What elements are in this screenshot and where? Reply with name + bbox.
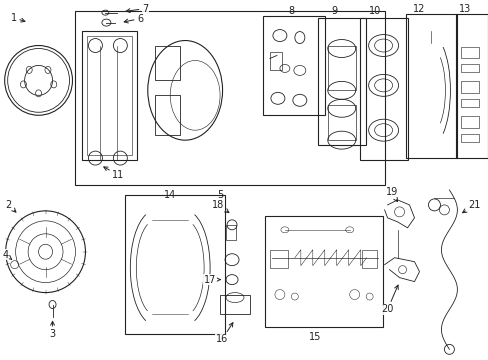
Bar — [405, 14, 456, 158]
Bar — [461, 116, 478, 128]
Bar — [82, 31, 137, 160]
Text: 2: 2 — [5, 200, 16, 212]
Bar — [225, 225, 236, 240]
Text: 10: 10 — [368, 6, 380, 15]
Text: 9: 9 — [331, 6, 337, 15]
Bar — [361, 250, 376, 268]
Text: 4: 4 — [2, 250, 12, 260]
Text: 8: 8 — [288, 6, 294, 15]
Bar — [263, 15, 324, 115]
Bar — [327, 45, 355, 90]
Bar — [125, 195, 224, 334]
Text: 16: 16 — [216, 323, 232, 345]
Bar — [455, 14, 488, 158]
Text: 12: 12 — [412, 4, 425, 14]
Text: 7: 7 — [126, 4, 148, 14]
Text: 13: 13 — [458, 4, 470, 14]
Bar — [327, 105, 355, 140]
Bar — [317, 18, 365, 145]
Bar — [75, 11, 384, 185]
Bar — [155, 45, 180, 80]
Bar — [155, 95, 180, 135]
Text: 1: 1 — [11, 13, 25, 23]
Bar — [264, 216, 382, 328]
Bar — [87, 36, 132, 155]
Bar — [461, 64, 478, 72]
Bar — [220, 294, 249, 315]
Text: 20: 20 — [381, 285, 397, 315]
Text: 14: 14 — [164, 190, 176, 200]
Text: 21: 21 — [462, 200, 480, 213]
Text: 18: 18 — [211, 200, 228, 213]
Bar — [269, 53, 281, 71]
Bar — [461, 46, 478, 58]
Text: 3: 3 — [49, 321, 56, 339]
Text: 6: 6 — [124, 14, 143, 24]
Bar — [269, 250, 287, 268]
Bar — [359, 18, 407, 160]
Text: 11: 11 — [103, 167, 124, 180]
Text: 5: 5 — [217, 190, 223, 200]
Bar — [461, 81, 478, 93]
Text: 15: 15 — [308, 332, 320, 342]
Text: 19: 19 — [385, 187, 397, 202]
Bar — [461, 134, 478, 142]
Bar — [461, 99, 478, 107]
Text: 17: 17 — [203, 275, 220, 285]
